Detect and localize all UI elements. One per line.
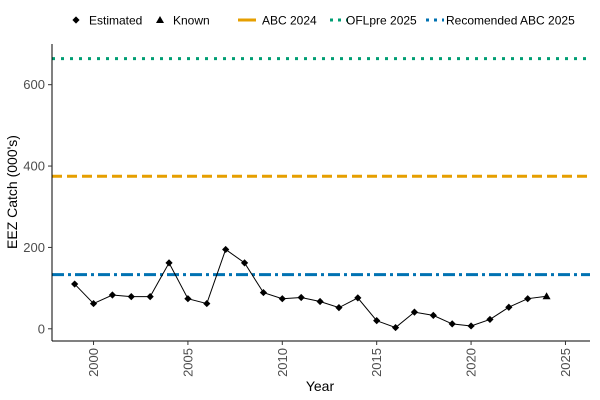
- known-point-0: [542, 292, 551, 300]
- catch-line: [74, 248, 547, 329]
- estimated-point-18: [410, 308, 419, 316]
- estimated-point-4: [146, 293, 154, 301]
- legend-estimated-label: Estimated: [89, 14, 142, 28]
- estimated-point-7: [203, 299, 211, 308]
- x-axis-title: Year: [306, 378, 335, 394]
- estimated-point-16: [373, 317, 381, 325]
- estimated-point-22: [486, 315, 494, 324]
- x-tick-label-4: 2020: [464, 348, 479, 377]
- estimated-point-17: [391, 323, 400, 332]
- estimated-point-21: [467, 322, 475, 330]
- estimated-point-3: [127, 293, 135, 301]
- estimated-point-6: [184, 295, 192, 303]
- series-line-group: [74, 248, 547, 329]
- estimated-point-0: [71, 280, 79, 288]
- x-tick-label-3: 2015: [369, 348, 384, 377]
- legend: Estimated Known ABC 2024 OFLpre 2025 Recomen…: [72, 14, 575, 28]
- reference-lines: [52, 57, 590, 277]
- estimated-point-8: [222, 245, 230, 254]
- estimated-point-15: [354, 294, 362, 302]
- legend-ref-label-0: ABC 2024: [262, 14, 317, 28]
- y-tick-label-0: 0: [38, 321, 45, 336]
- legend-known-label: Known: [173, 14, 210, 28]
- estimated-point-24: [524, 295, 532, 303]
- x-tick-label-5: 2025: [558, 348, 573, 377]
- estimated-point-14: [335, 304, 343, 312]
- estimated-point-1: [89, 299, 98, 308]
- estimated-point-2: [108, 291, 117, 299]
- estimated-point-12: [297, 293, 305, 302]
- x-tick-label-2: 2010: [275, 348, 290, 377]
- legend-known-key: [156, 16, 164, 23]
- estimated-point-5: [165, 259, 173, 267]
- legend-ref-label-2: Recomended ABC 2025: [446, 14, 575, 28]
- legend-estimated-key: [72, 16, 80, 24]
- estimated-point-20: [448, 320, 456, 328]
- y-tick-label-3: 600: [23, 77, 45, 92]
- data-points: [71, 245, 551, 332]
- estimated-point-19: [429, 311, 437, 319]
- legend-ref-label-1: OFLpre 2025: [346, 14, 417, 28]
- y-tick-label-1: 200: [23, 240, 45, 255]
- estimated-point-10: [259, 288, 268, 297]
- tick-labels: 0 200 400 600 2000 2005 2010 2015 2020 2025: [23, 77, 573, 377]
- y-axis-title: EEZ Catch (000's): [4, 135, 20, 249]
- axes: [48, 44, 590, 345]
- estimated-point-13: [316, 297, 324, 306]
- x-tick-label-1: 2005: [180, 348, 195, 377]
- y-tick-label-2: 400: [23, 159, 45, 174]
- x-tick-label-0: 2000: [86, 348, 101, 377]
- estimated-point-9: [240, 259, 249, 267]
- estimated-point-11: [278, 295, 286, 303]
- estimated-point-23: [505, 303, 513, 311]
